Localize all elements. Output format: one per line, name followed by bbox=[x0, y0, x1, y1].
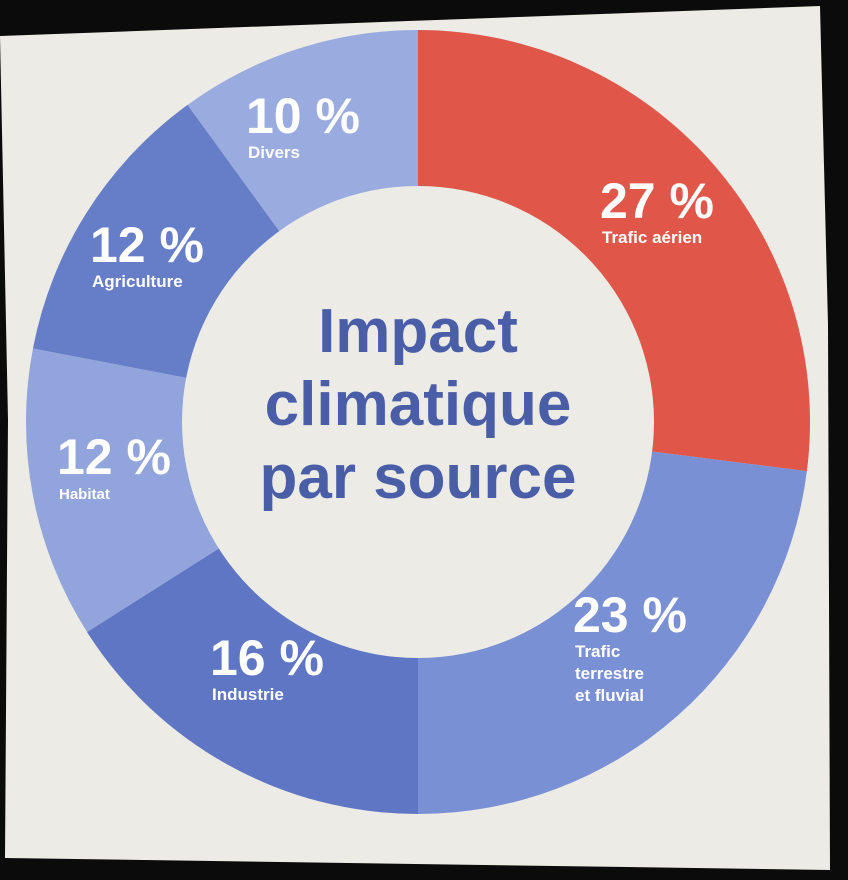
slice-percent-label: 16 % bbox=[210, 630, 324, 686]
slice-percent-label: 23 % bbox=[573, 587, 687, 643]
slice-percent-label: 27 % bbox=[600, 173, 714, 229]
donut-hole bbox=[182, 186, 654, 658]
slice-percent-label: 12 % bbox=[57, 429, 171, 485]
slice-category-label: Trafic bbox=[575, 642, 620, 661]
slice-category-label: Industrie bbox=[212, 685, 284, 704]
chart-title-line: Impact bbox=[318, 297, 518, 366]
slice-category-label: Habitat bbox=[59, 486, 110, 503]
slice-category-label: Divers bbox=[248, 143, 300, 162]
chart-title: Impact climatique par source bbox=[259, 297, 576, 512]
slice-category-label: Agriculture bbox=[92, 272, 183, 291]
slice-category-label: Trafic aérien bbox=[602, 228, 702, 247]
slice-percent-label: 10 % bbox=[246, 88, 360, 144]
slice-category-label: terrestre bbox=[575, 664, 644, 683]
slice-labels: 27 %Trafic aérien 23 %Trafic terrestre et f… bbox=[57, 88, 714, 705]
chart-title-line: climatique bbox=[265, 370, 572, 439]
chart-title-line: par source bbox=[259, 443, 576, 512]
slice-category-label: et fluvial bbox=[575, 686, 644, 705]
slice-percent-label: 12 % bbox=[90, 217, 204, 273]
